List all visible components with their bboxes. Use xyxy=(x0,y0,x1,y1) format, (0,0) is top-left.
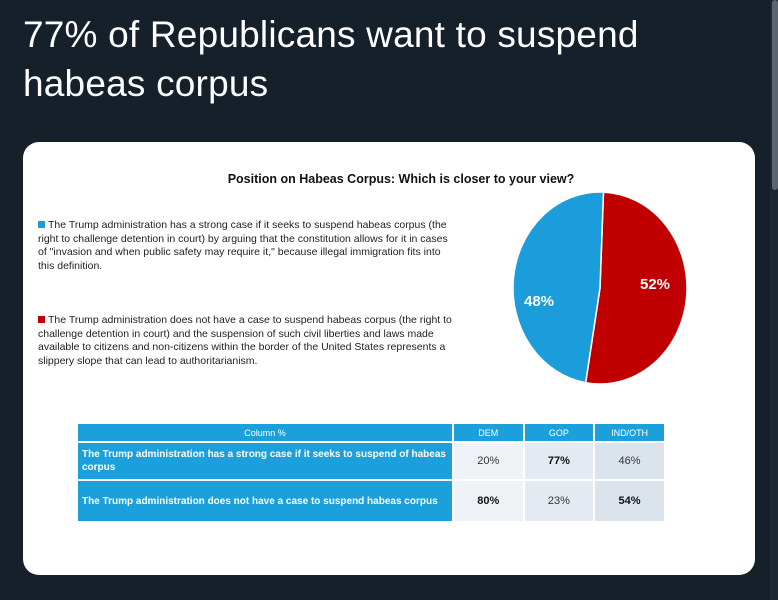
option-a-text: The Trump administration has a strong ca… xyxy=(38,219,453,273)
option-a-label: The Trump administration has a strong ca… xyxy=(38,219,448,272)
pie-chart: 48% 52% xyxy=(511,190,689,386)
scrollbar-thumb[interactable] xyxy=(772,0,778,190)
poll-image-card[interactable]: Position on Habeas Corpus: Which is clos… xyxy=(23,142,755,575)
table-row: The Trump administration has a strong ca… xyxy=(78,442,664,480)
header-ind: IND/OTH xyxy=(594,424,664,442)
cell-ind: 46% xyxy=(594,442,664,480)
cell-gop: 23% xyxy=(524,480,595,521)
post-title: 77% of Republicans want to suspend habea… xyxy=(23,10,743,108)
table-row: The Trump administration does not have a… xyxy=(78,480,664,521)
table-header-row: Column % DEM GOP IND/OTH xyxy=(78,424,664,442)
option-a-swatch xyxy=(38,221,45,228)
cell-dem: 20% xyxy=(453,442,524,480)
results-table: Column % DEM GOP IND/OTH The Trump admin… xyxy=(78,424,664,521)
header-column: Column % xyxy=(78,424,453,442)
cell-gop: 77% xyxy=(524,442,595,480)
pie-label-red: 52% xyxy=(640,276,670,293)
header-gop: GOP xyxy=(524,424,595,442)
row-label: The Trump administration has a strong ca… xyxy=(78,442,453,480)
pie-label-blue: 48% xyxy=(524,293,554,310)
option-b-label: The Trump administration does not have a… xyxy=(38,314,452,367)
header-dem: DEM xyxy=(453,424,524,442)
option-b-text: The Trump administration does not have a… xyxy=(38,314,453,368)
chart-title: Position on Habeas Corpus: Which is clos… xyxy=(23,172,755,186)
pie-slice-blue xyxy=(513,192,603,383)
row-label: The Trump administration does not have a… xyxy=(78,480,453,521)
option-b-swatch xyxy=(38,316,45,323)
cell-ind: 54% xyxy=(594,480,664,521)
cell-dem: 80% xyxy=(453,480,524,521)
scrollbar[interactable] xyxy=(770,0,778,600)
